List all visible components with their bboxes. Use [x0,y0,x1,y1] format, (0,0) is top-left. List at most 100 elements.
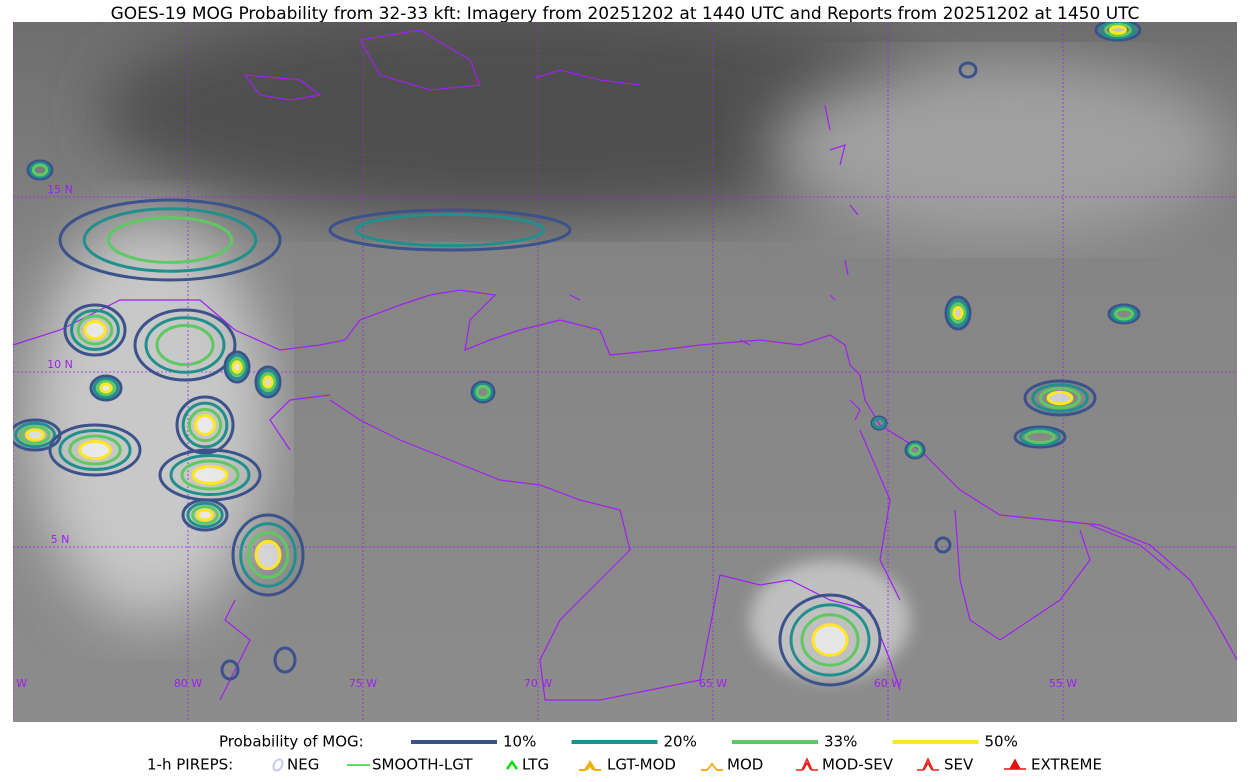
cloud-region [750,560,910,680]
mog-contour [58,198,282,282]
mog-contours [13,22,1142,687]
mog-contour [220,659,240,681]
mog-contour [254,365,282,399]
mog-contour [254,539,282,571]
legend-icon [579,760,601,771]
mog-contour [949,302,967,324]
mog-contour [78,440,112,460]
legend-icon [701,762,723,771]
map: 15 N 10 N 5 N 85 W 80 W 75 W 70 W 65 W 60 W 55 W [0,22,1237,722]
mog-contour [1110,305,1138,323]
mog-contour [196,508,214,522]
mog-contour [193,413,217,437]
mog-contour [133,308,237,382]
legend-label: LGT-MOD [607,756,676,774]
mog-contour [231,360,243,374]
mog-contour [92,377,120,399]
mog-contour [908,444,922,456]
mog-contour [789,603,871,677]
mog-contour [63,303,127,357]
legend-label: MOD [727,756,763,774]
mog-contour [25,428,45,442]
mog-contour [223,350,251,384]
mog-contour [470,380,496,404]
mog-contour [155,323,215,367]
mog-contour [1019,427,1061,447]
mog-contour [904,440,926,460]
longitude-label: 55 W [1049,677,1077,690]
mog-contour [68,434,122,466]
legend-label: 10% [503,733,536,751]
mog-contour [89,374,123,402]
mog-contour [76,314,114,346]
mog-contour [1107,303,1141,325]
legend-label: EXTREME [1031,756,1102,774]
title: GOES-19 MOG Probability from 32-33 kft: … [111,4,1140,24]
legend-title: 1-h PIREPS: [147,756,233,774]
mog-contour [1031,383,1089,413]
mog-contour [947,299,969,327]
mog-contour [186,501,224,529]
legend-title: Probability of MOG: [219,733,364,751]
mog-contour [48,423,142,477]
legend: Probability of MOG: 1-h PIREPS: 10% 20% 33… [147,733,1102,774]
mog-contour [800,613,860,667]
mog-contour [1013,425,1067,449]
mog-contour [1104,22,1132,38]
dry-air [100,22,940,220]
latitude-label: 10 N [47,358,73,371]
mog-contour [262,375,274,389]
mog-contour [958,61,978,79]
longitude-label: 85 W [0,677,27,690]
legend-icon [272,758,284,772]
longitude-label: 75 W [349,677,377,690]
coastlines [13,29,1237,701]
mog-contour [472,382,494,402]
mog-contour [273,646,297,674]
mog-contour [1114,307,1134,321]
latitude-label: 15 N [47,183,73,196]
mog-contour [187,407,223,443]
legend-icon [796,757,818,771]
legend-label: MOD-SEV [822,756,894,774]
mog-contour [1038,386,1082,410]
mog-contour [259,372,277,392]
mog-contour [226,353,248,381]
mog-contour [19,425,51,445]
legend-icon [1004,758,1026,770]
mog-contour [872,416,886,430]
latitude-label: 5 N [51,533,70,546]
mog-contour [83,320,107,340]
mog-contour [1099,22,1137,40]
mog-contour [328,208,572,252]
mog-contour [106,216,234,264]
mog-contour [906,442,924,458]
mog-contour [169,454,251,496]
legend-icon [917,757,939,771]
mog-contour [191,505,219,525]
mog-contour [475,384,491,400]
mog-contour [1046,390,1074,406]
mog-contour [778,593,882,687]
mog-contour [31,163,49,177]
mog-contour [191,465,229,485]
legend-label: SEV [944,756,974,774]
mog-contour [934,536,952,554]
mog-contour [1023,379,1097,417]
legend-label: SMOOTH-LGT [372,756,473,774]
mog-contour [228,357,246,377]
legend-label: 50% [985,733,1018,751]
legend-label: 20% [664,733,697,751]
legend-label: LTG [522,756,549,774]
mog-contour [231,513,305,597]
mog-contour [1109,25,1127,35]
longitude-label: 65 W [699,677,727,690]
longitude-label: 80 W [174,677,202,690]
mog-contour [96,379,116,397]
mog-contour [246,531,290,579]
mog-contour [181,401,229,449]
mog-contour [257,368,279,396]
mog-contour [811,623,849,657]
longitude-label: 60 W [874,677,902,690]
legend-label: NEG [287,756,319,774]
